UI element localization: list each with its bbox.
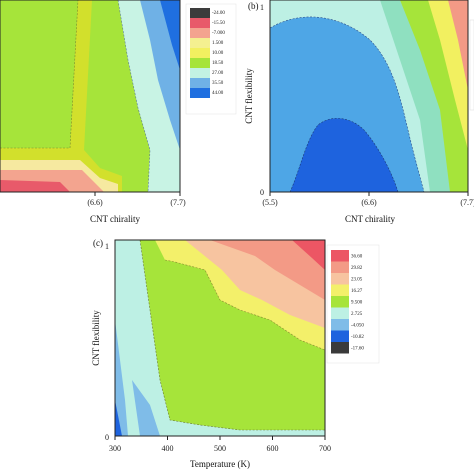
panel-a-contours — [0, 0, 180, 192]
panel-b-x-axis-label: CNT chirality — [345, 214, 396, 224]
panel-c-x-axis-label: Temperature (K) — [190, 459, 250, 469]
panel-a-contour-line-2 — [117, 0, 151, 192]
legend-a-level: 35.50 — [212, 81, 224, 86]
panel-c-x-tick-label: 300 — [109, 444, 121, 453]
panel-b-y-tick-label: 1 — [260, 3, 264, 12]
legend-c-swatch — [331, 273, 349, 285]
panel-c-x-tick-label: 700 — [319, 444, 331, 453]
panel-c-label: (c) — [93, 238, 103, 248]
legend-a-level: 18.50 — [212, 61, 224, 66]
panel-b-region-blue — [290, 118, 398, 192]
legend-a-level: 1.500 — [212, 41, 224, 46]
panel-c-region-red — [292, 240, 325, 270]
panel-a-x-tick-label: (6.6) — [87, 198, 103, 207]
legend-a-swatch — [190, 78, 210, 88]
legend-c-level: -10.82 — [351, 335, 364, 340]
legend-a-swatch — [190, 48, 210, 58]
panel-c-x-tick-label: 600 — [267, 444, 279, 453]
legend-c-level: -17.60 — [351, 347, 364, 352]
legend-c-swatch — [331, 319, 349, 331]
panel-b-y-tick-label: 0 — [260, 188, 264, 197]
legend-a-level: -7.000 — [212, 31, 225, 36]
legend-c-swatch — [331, 250, 349, 262]
legend-a-level: 27.00 — [212, 71, 224, 76]
legend-c-level: -4.050 — [351, 324, 364, 329]
panel-b-x-tick-label: (7.7) — [460, 198, 474, 207]
legend-a-swatch — [190, 58, 210, 68]
panel-b-contours — [270, 0, 468, 192]
legend-c-level: 9.500 — [351, 301, 363, 306]
panel-c-region-salmon — [210, 240, 325, 300]
panel-a-region-red — [0, 180, 70, 192]
panel-b-x-tick-label: (5.5) — [262, 198, 278, 207]
legend-c-swatch — [331, 342, 349, 354]
legend-c-swatch — [331, 296, 349, 308]
legend-a-level: -24.00 — [212, 11, 225, 16]
panel-a-x-axis-label: CNT chirality — [90, 214, 141, 224]
panel-c-y-tick-label: 0 — [105, 433, 109, 442]
panel-c-region-lightblue — [115, 320, 128, 436]
panel-a-legend: -24.00 -15.50 -7.000 1.500 10.00 18.50 2… — [185, 3, 237, 115]
legend-a-level: -15.50 — [212, 21, 225, 26]
panel-c-y-axis-label: CNT flexibility — [91, 310, 101, 366]
panel-a: (6.6) (7.7) CNT chirality -24.00 -15.50 … — [0, 0, 237, 224]
panel-a-frame — [0, 0, 181, 193]
panel-b-legend-edge — [469, 19, 474, 111]
legend-a-level: 10.00 — [212, 51, 224, 56]
legend-c-swatch — [331, 261, 349, 273]
panel-b: (b) (5.5) (6.6) (7.7) 0 1 CNT chirality … — [244, 0, 474, 224]
panel-a-region-blue — [160, 0, 180, 70]
legend-a-swatch — [190, 68, 210, 78]
legend-a-level: 44.00 — [212, 91, 224, 96]
legend-a-swatch — [190, 88, 210, 98]
panel-c-legend: 36.60 29.82 23.05 16.27 9.500 2.725 -4.050 -10.… — [326, 244, 380, 364]
panel-a-x-tick-label: (7.7) — [170, 198, 186, 207]
panel-b-label: (b) — [248, 1, 259, 11]
panel-c-x-tick-label: 500 — [214, 444, 226, 453]
legend-a-swatch — [190, 8, 210, 18]
legend-c-swatch — [331, 330, 349, 342]
legend-a-swatch — [190, 38, 210, 48]
legend-c-level: 23.05 — [351, 278, 363, 283]
legend-a-swatch — [190, 18, 210, 28]
legend-a-swatch — [190, 28, 210, 38]
legend-c-swatch — [331, 307, 349, 319]
panel-a-contour-line — [0, 0, 79, 149]
panel-c-contours — [115, 240, 325, 436]
panel-c-contour-line — [139, 240, 325, 431]
legend-c-level: 29.82 — [351, 266, 363, 271]
panel-c-contour-line-2 — [164, 259, 325, 351]
panel-c: (c) 0 1 300 400 500 600 700 Temperature … — [91, 238, 380, 469]
legend-c-level: 16.27 — [351, 289, 363, 294]
panel-c-x-tick-label: 400 — [162, 444, 174, 453]
panel-b-region-salmon — [448, 0, 468, 90]
panel-c-region-blue — [115, 400, 122, 436]
legend-c-swatch — [331, 284, 349, 296]
panel-b-x-tick-label: (6.6) — [361, 198, 377, 207]
panel-c-y-tick-label: 1 — [105, 242, 109, 251]
legend-c-level: 36.60 — [351, 255, 363, 260]
panel-b-y-axis-label: CNT flexibility — [244, 68, 254, 124]
panel-c-region-lightblue-2 — [132, 380, 160, 436]
legend-c-level: 2.725 — [351, 312, 363, 317]
